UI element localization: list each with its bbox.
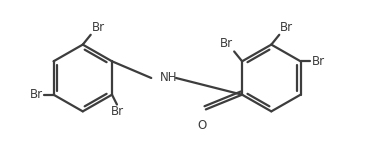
Text: Br: Br: [220, 38, 233, 51]
Text: O: O: [197, 119, 206, 132]
Text: NH: NH: [160, 71, 178, 84]
Text: Br: Br: [280, 21, 294, 34]
Text: Br: Br: [92, 21, 105, 34]
Text: Br: Br: [311, 55, 325, 68]
Text: Br: Br: [111, 106, 123, 118]
Text: Br: Br: [30, 88, 42, 101]
